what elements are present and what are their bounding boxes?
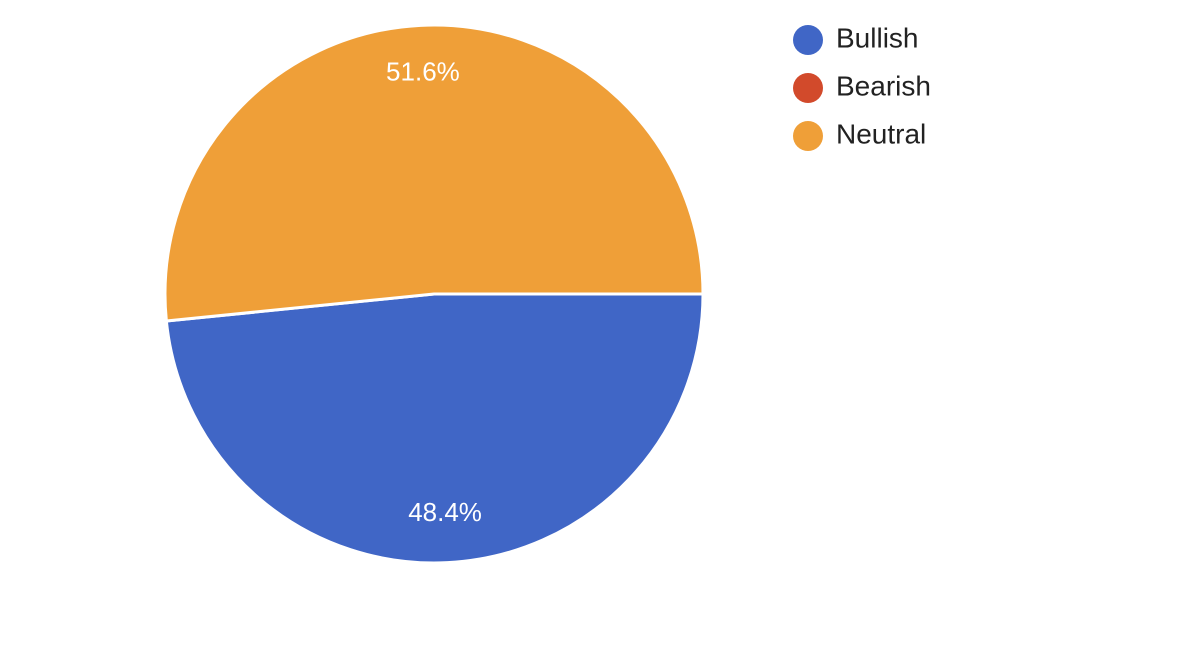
pie-slice-labels: 48.4% 51.6%: [386, 57, 482, 528]
legend-swatch-bullish: [793, 25, 823, 55]
legend-swatch-neutral: [793, 121, 823, 151]
legend-label-neutral: Neutral: [836, 118, 926, 149]
slice-label-neutral: 51.6%: [386, 57, 460, 87]
legend-item-bullish: Bullish: [793, 22, 918, 55]
legend-label-bearish: Bearish: [836, 70, 931, 101]
legend-swatch-bearish: [793, 73, 823, 103]
pie-slices: [163, 23, 705, 565]
slice-label-bullish: 48.4%: [408, 497, 482, 527]
legend: Bullish Bearish Neutral: [793, 22, 931, 151]
pie-slice-neutral: [163, 23, 705, 323]
pie-slice-bullish: [164, 292, 705, 565]
legend-item-neutral: Neutral: [793, 118, 926, 151]
legend-label-bullish: Bullish: [836, 22, 918, 53]
legend-item-bearish: Bearish: [793, 70, 931, 103]
